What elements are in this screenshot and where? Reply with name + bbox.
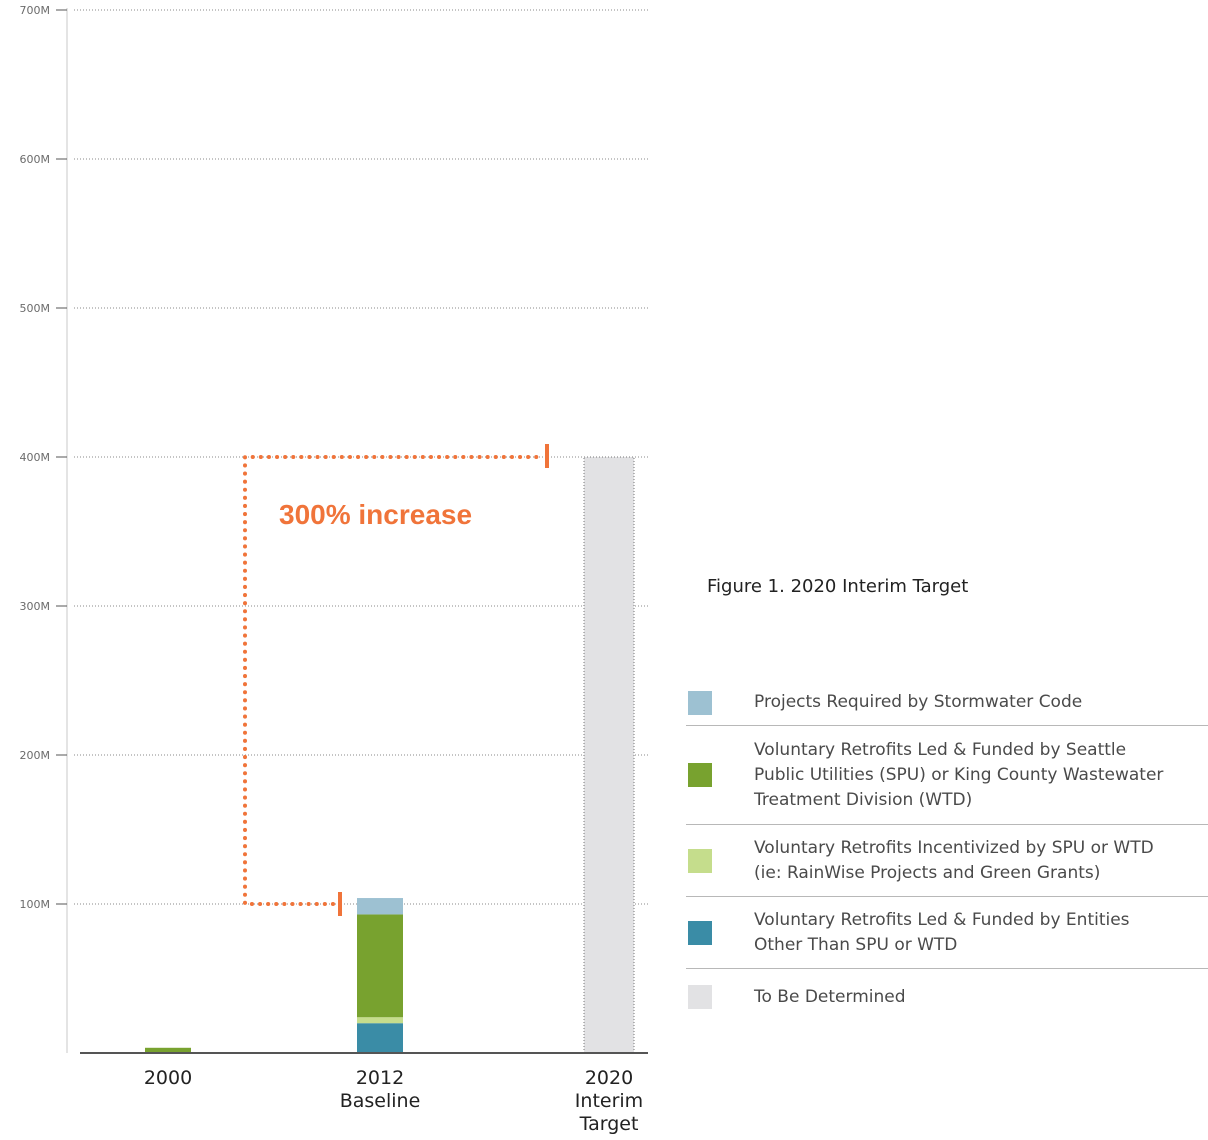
legend-label: Projects Required by Stormwater Code xyxy=(754,690,1082,715)
legend-label: Voluntary Retrofits Led & Funded by Seat… xyxy=(754,738,1163,813)
annotation-layer: 300% increase xyxy=(243,444,549,916)
bar-segment xyxy=(357,1023,403,1053)
legend-swatch xyxy=(688,920,712,945)
x-category-label-line: 2000 xyxy=(144,1067,192,1089)
legend-label-line: Voluntary Retrofits Incentivized by SPU … xyxy=(754,837,1154,858)
legend-item: Voluntary Retrofits Incentivized by SPU … xyxy=(686,825,1208,897)
x-category-label-line: Target xyxy=(579,1113,639,1135)
x-category-label-line: Interim xyxy=(575,1090,643,1112)
legend-label-line: (ie: RainWise Projects and Green Grants) xyxy=(754,862,1101,883)
y-tick-label: 200M xyxy=(20,749,51,762)
y-tick-label: 600M xyxy=(20,153,51,166)
bar-segment xyxy=(357,1017,403,1024)
x-category-label: 2012 Baseline xyxy=(340,1067,421,1112)
legend-swatch xyxy=(688,690,712,715)
legend-label-line: Treatment Division (WTD) xyxy=(754,789,973,810)
legend: Projects Required by Stormwater Code Volu… xyxy=(686,680,1208,1025)
x-category-label-line: 2012 xyxy=(356,1067,404,1089)
y-tick-label: 500M xyxy=(20,302,51,315)
legend-item: To Be Determined xyxy=(686,969,1208,1025)
legend-label-line: To Be Determined xyxy=(754,986,906,1007)
legend-item: Voluntary Retrofits Led & Funded by Enti… xyxy=(686,897,1208,969)
increase-annotation: 300% increase xyxy=(279,499,472,530)
legend-label: Voluntary Retrofits Led & Funded by Enti… xyxy=(754,908,1130,958)
x-category-label: 2020 Interim Target xyxy=(575,1067,643,1135)
y-tick-label: 100M xyxy=(20,898,51,911)
y-tick-label: 400M xyxy=(20,451,51,464)
x-category-label-line: 2020 xyxy=(585,1067,633,1089)
legend-label: Voluntary Retrofits Incentivized by SPU … xyxy=(754,836,1154,886)
y-tick-label: 700M xyxy=(20,4,51,17)
bar-segment xyxy=(145,1047,191,1053)
legend-label-line: Voluntary Retrofits Led & Funded by Enti… xyxy=(754,909,1130,930)
bars-layer xyxy=(145,456,635,1054)
bar-segment xyxy=(357,898,403,915)
legend-swatch xyxy=(688,985,712,1009)
legend-label-line: Voluntary Retrofits Led & Funded by Seat… xyxy=(754,739,1127,760)
legend-label-line: Public Utilities (SPU) or King County Wa… xyxy=(754,764,1164,785)
legend-label-line: Projects Required by Stormwater Code xyxy=(754,692,1083,712)
y-tick-label: 300M xyxy=(20,600,51,613)
legend-label-line: Other Than SPU or WTD xyxy=(754,934,958,955)
x-category-label: 2000 xyxy=(144,1067,192,1089)
bar-segment xyxy=(357,914,403,1018)
legend-swatch xyxy=(688,763,712,787)
legend-swatch xyxy=(688,848,712,873)
legend-item: Voluntary Retrofits Led & Funded by Seat… xyxy=(686,726,1208,825)
legend-label: To Be Determined xyxy=(754,985,906,1010)
grid-layer xyxy=(74,9,648,905)
bar-segment xyxy=(583,456,635,1054)
legend-item: Projects Required by Stormwater Code xyxy=(686,680,1208,726)
axis-layer: 100M 200M 300M 400M 500M 600M 700M 2000 2012 Base… xyxy=(20,4,648,1135)
figure-title: Figure 1. 2020 Interim Target xyxy=(707,576,969,597)
x-category-label-line: Baseline xyxy=(340,1090,421,1112)
